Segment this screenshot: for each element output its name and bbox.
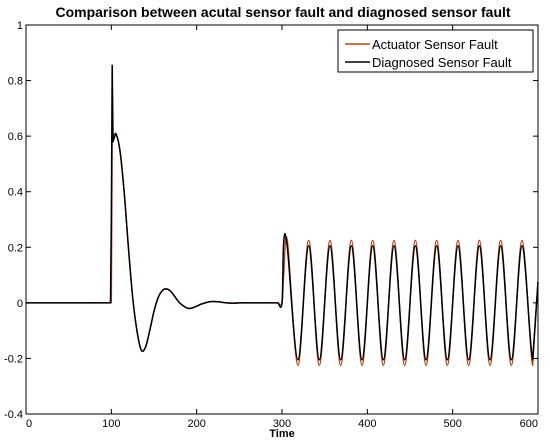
y-tick-label: 0.4: [8, 187, 23, 199]
plot-area: [25, 24, 539, 415]
series-line-1: [26, 64, 539, 361]
x-tick-label: 600: [520, 418, 538, 430]
x-axis-label: Time: [269, 428, 294, 440]
y-tick-label: -0.2: [4, 353, 23, 365]
x-tick-label: 100: [102, 418, 120, 430]
series-layer: [26, 64, 539, 367]
x-tick-label: 0: [26, 418, 32, 430]
x-tick-label: 200: [187, 418, 205, 430]
y-tick-label: 1: [17, 20, 23, 32]
x-tick-label: 400: [358, 418, 376, 430]
y-tick-label: 0.6: [8, 131, 23, 143]
legend-label-actuator: Actuator Sensor Fault: [372, 37, 498, 52]
x-tick-label: 500: [443, 418, 461, 430]
y-tick-label: -0.4: [4, 409, 23, 421]
legend: Actuator Sensor Fault Diagnosed Sensor F…: [337, 29, 534, 73]
y-tick-label: 0: [17, 298, 23, 310]
y-tick-label: 0.8: [8, 76, 23, 88]
legend-box: [337, 29, 534, 73]
chart-title: Comparison between acutal sensor fault a…: [55, 4, 510, 20]
y-tick-label: 0.2: [8, 242, 23, 254]
axis-ticks: 0 100 200 300 400 500 600 -0.4 -0.2 0 0.2 0.4 0.6 0.8…: [4, 20, 539, 430]
x-tick-label: 300: [273, 418, 291, 430]
legend-label-diagnosed: Diagnosed Sensor Fault: [372, 55, 512, 70]
